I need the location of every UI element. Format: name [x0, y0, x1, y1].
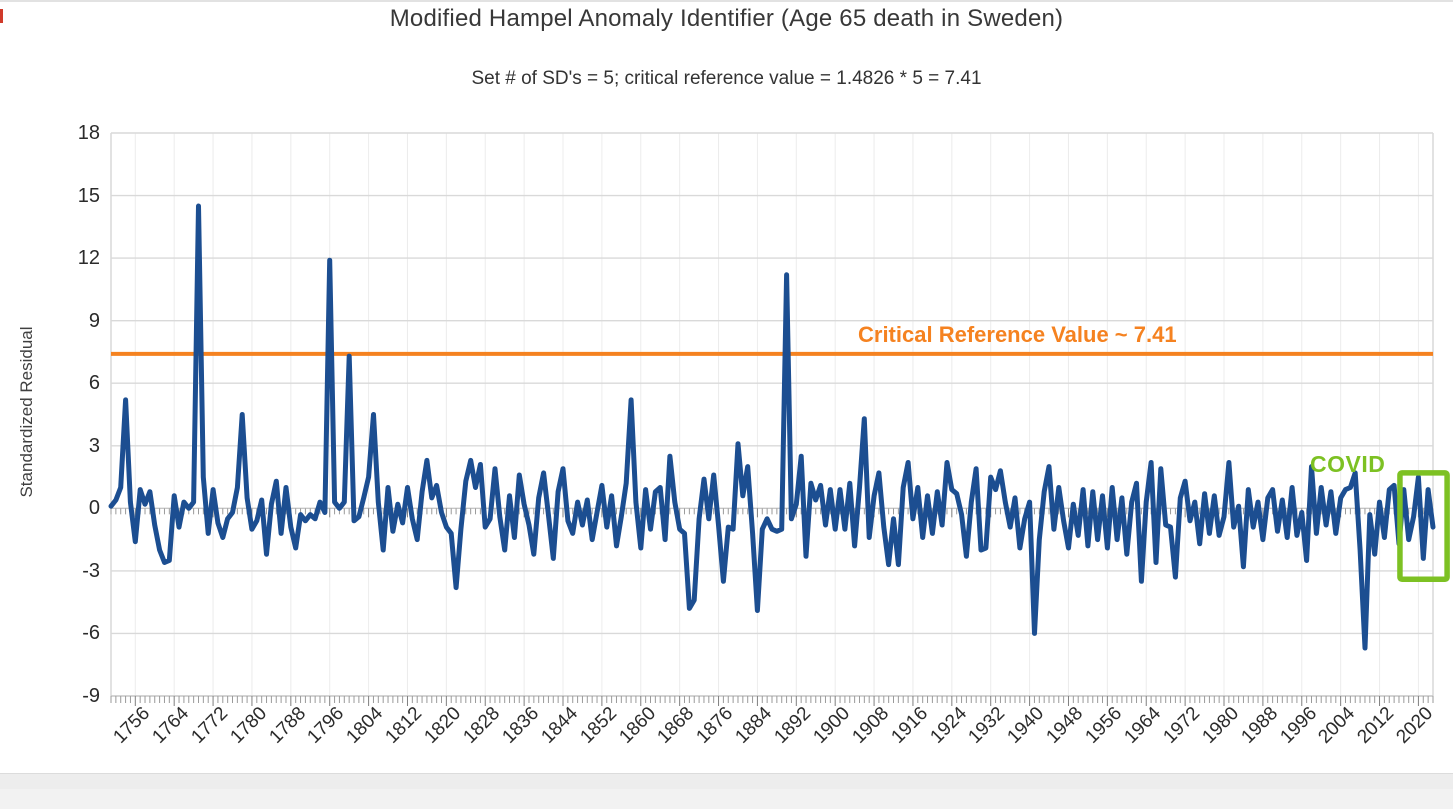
- y-tick-label: 9: [88, 309, 100, 332]
- critical-reference-label: Critical Reference Value ~ 7.41: [858, 322, 1177, 347]
- y-tick-label: -3: [82, 559, 100, 582]
- y-tick-label: 3: [88, 434, 100, 457]
- y-tick-label: -9: [82, 685, 100, 707]
- covid-annotation-label: COVID: [1310, 451, 1386, 477]
- horizontal-scrollbar: [0, 773, 1453, 809]
- y-tick-label: 18: [77, 122, 100, 144]
- y-tick-label: 15: [77, 184, 100, 207]
- y-tick-label: -6: [82, 622, 100, 645]
- chart-title: Modified Hampel Anomaly Identifier (Age …: [389, 5, 1064, 32]
- y-tick-label: 12: [77, 247, 100, 270]
- scrollbar-track: [0, 789, 1453, 809]
- residual-line-series: [108, 203, 1436, 651]
- cursor-mark: [0, 9, 3, 23]
- y-tick-label: 6: [88, 372, 100, 395]
- y-tick-label: 0: [88, 497, 100, 520]
- covid-highlight-box: [1397, 470, 1450, 582]
- chart-subtitle: Set # of SD's = 5; critical reference va…: [471, 68, 982, 89]
